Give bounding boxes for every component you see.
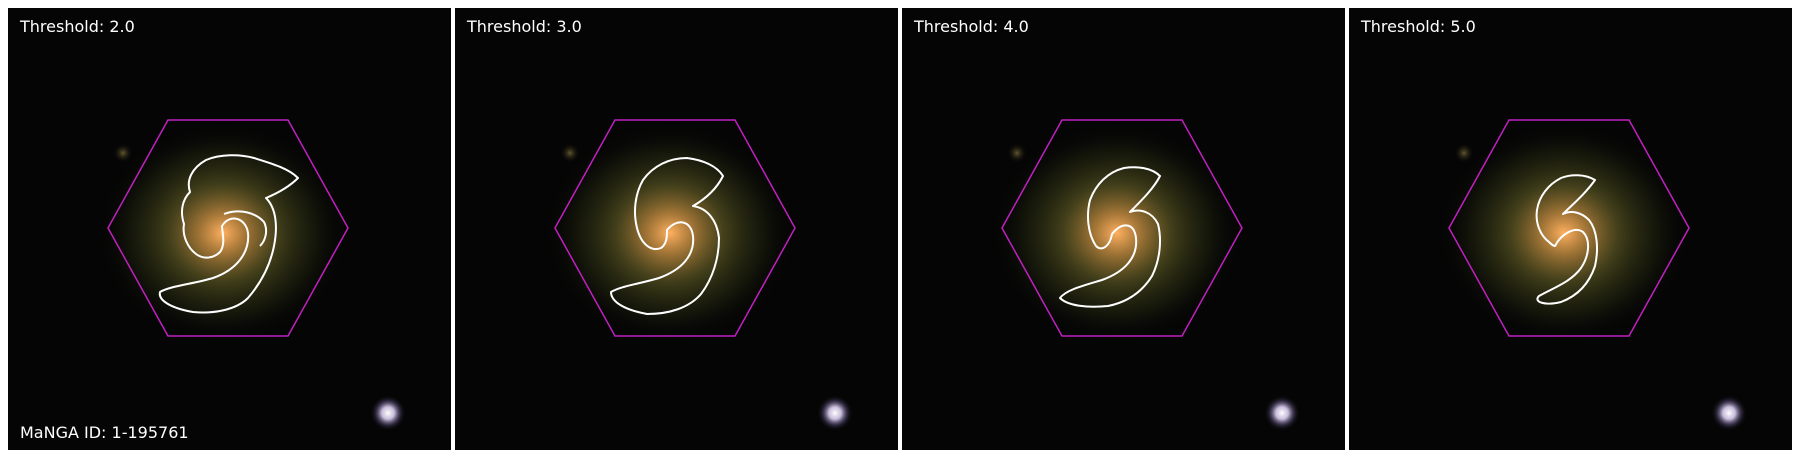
image-panel-4: Threshold: 5.0 xyxy=(1349,8,1792,450)
ifu-hexagon xyxy=(107,119,349,337)
threshold-label: Threshold: 2.0 xyxy=(20,17,135,36)
faint-object xyxy=(1454,143,1474,163)
contour xyxy=(158,154,299,314)
contour xyxy=(610,157,724,315)
galaxy-image-1 xyxy=(98,119,406,431)
contour xyxy=(1535,174,1598,305)
image-panel-1: Threshold: 2.0 MaNGA ID: 1-195761 xyxy=(8,8,451,450)
manga-id-label: MaNGA ID: 1-195761 xyxy=(20,423,189,442)
galaxy-glow xyxy=(545,123,795,343)
ifu-hexagon xyxy=(1448,119,1690,337)
contour xyxy=(1059,166,1161,308)
threshold-label: Threshold: 3.0 xyxy=(467,17,582,36)
ifu-hexagon xyxy=(1001,119,1243,337)
galaxy-image-2 xyxy=(545,119,853,431)
star xyxy=(370,395,406,431)
contour-fragment xyxy=(223,210,268,247)
ifu-hexagon xyxy=(554,119,796,337)
star xyxy=(1264,395,1300,431)
faint-object xyxy=(560,143,580,163)
star xyxy=(817,395,853,431)
threshold-label: Threshold: 4.0 xyxy=(914,17,1029,36)
threshold-label: Threshold: 5.0 xyxy=(1361,17,1476,36)
galaxy-glow xyxy=(992,123,1242,343)
star xyxy=(1711,395,1747,431)
image-panel-2: Threshold: 3.0 xyxy=(455,8,898,450)
faint-object xyxy=(113,143,133,163)
galaxy-image-4 xyxy=(1439,119,1747,431)
faint-object xyxy=(1007,143,1027,163)
image-panel-3: Threshold: 4.0 xyxy=(902,8,1345,450)
galaxy-glow xyxy=(1439,123,1689,343)
galaxy-image-3 xyxy=(992,119,1300,431)
